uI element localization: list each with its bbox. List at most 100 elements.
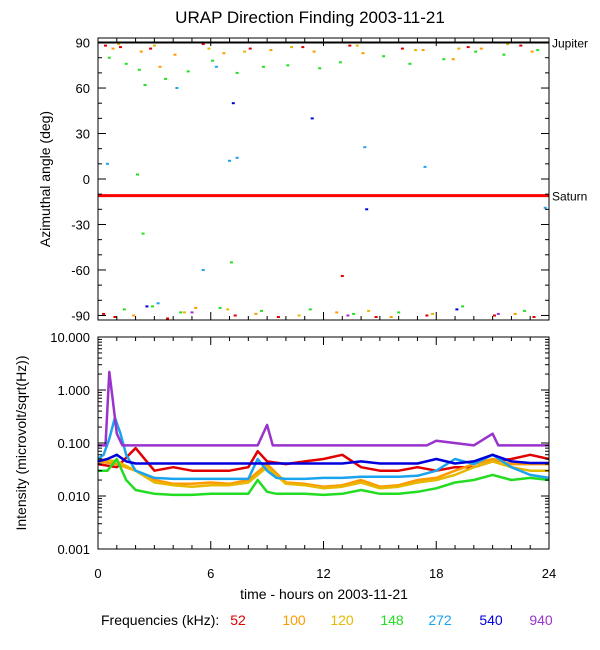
azimuth-point-940 xyxy=(346,314,350,317)
azimuth-point-148 xyxy=(318,67,322,70)
azimuth-point-272 xyxy=(201,269,205,271)
intensity-line-540 xyxy=(97,453,549,465)
azimuth-point-120 xyxy=(414,49,418,52)
azimuth-point-100 xyxy=(222,52,226,55)
azimuth-tick-label: 0 xyxy=(83,172,90,187)
azimuth-point-148 xyxy=(338,61,342,64)
azimuth-point-52 xyxy=(348,44,352,47)
azimuth-tick-label: -30 xyxy=(71,217,90,232)
intensity-line-940 xyxy=(98,370,549,447)
azimuth-point-52 xyxy=(493,314,496,317)
intensity-frame xyxy=(97,336,550,550)
azimuth-point-540 xyxy=(365,208,369,211)
intensity-lines xyxy=(97,370,550,497)
azimuth-point-272 xyxy=(156,302,160,305)
x-tick-labels: 0 6 12 18 24 xyxy=(94,38,556,581)
azimuth-point-272 xyxy=(214,65,218,68)
azimuth-point-540 xyxy=(310,117,314,120)
legend-frequency-148: 148 xyxy=(380,612,404,628)
azimuth-point-272 xyxy=(235,156,239,159)
azimuth-point-148 xyxy=(124,62,128,65)
azimuth-point-148 xyxy=(164,77,168,80)
azimuth-point-52 xyxy=(149,47,153,50)
azimuth-point-100 xyxy=(312,50,316,53)
azimuth-point-100 xyxy=(173,53,177,56)
azimuth-point-148 xyxy=(107,56,111,59)
intensity-tick-label: 0.100 xyxy=(57,436,90,451)
azimuth-point-148 xyxy=(382,55,386,58)
x-tick-label: 18 xyxy=(429,566,443,581)
legend-frequency-272: 272 xyxy=(428,612,452,628)
azimuth-points xyxy=(102,43,547,320)
x-tick-label: 0 xyxy=(94,566,101,581)
legend-title: Frequencies (kHz): xyxy=(101,612,219,628)
intensity-panel: 10.000 1.000 0.100 0.010 0.001 Intensity (mi… xyxy=(13,330,550,557)
azimuth-point-100 xyxy=(132,314,136,317)
azimuth-tick-label: 60 xyxy=(76,81,90,96)
azimuth-point-52 xyxy=(248,47,252,50)
azimuth-tick-label: -90 xyxy=(71,308,90,323)
azimuth-point-100 xyxy=(111,47,115,50)
azimuth-point-52 xyxy=(201,43,205,46)
azimuth-ylabel: Azimuthal angle (deg) xyxy=(37,111,53,247)
intensity-line-120 xyxy=(97,457,549,490)
azimuth-point-120 xyxy=(117,43,121,46)
azimuth-point-148 xyxy=(136,173,139,176)
azimuth-point-52 xyxy=(102,312,106,315)
azimuth-point-148 xyxy=(211,59,215,62)
azimuth-point-148 xyxy=(502,53,506,56)
azimuth-point-148 xyxy=(137,68,141,71)
azimuth-point-100 xyxy=(530,50,534,53)
reference-label-jupiter: Jupiter xyxy=(552,37,588,51)
azimuth-point-148 xyxy=(260,309,263,312)
azimuth-point-120 xyxy=(506,43,510,46)
intensity-tick-label: 10.000 xyxy=(50,330,90,345)
azimuth-point-100 xyxy=(389,316,393,318)
azimuth-point-100 xyxy=(421,49,425,52)
azimuth-point-52 xyxy=(233,314,237,317)
azimuth-point-148 xyxy=(186,70,190,73)
legend-frequency-120: 120 xyxy=(330,612,354,628)
intensity-ticks: 10.000 1.000 0.100 0.010 0.001 xyxy=(50,330,549,557)
azimuth-point-148 xyxy=(235,71,239,74)
azimuth-point-100 xyxy=(451,58,455,61)
intensity-tick-label: 1.000 xyxy=(57,383,90,398)
legend-frequency-52: 52 xyxy=(230,612,246,628)
azimuth-point-52 xyxy=(119,46,122,49)
frequency-legend: Frequencies (kHz): 52 100 120 148 272 540 940 xyxy=(101,612,553,628)
azimuth-reference-lines: Jupiter Saturn xyxy=(98,37,588,204)
azimuth-point-100 xyxy=(479,47,483,50)
azimuth-point-148 xyxy=(151,305,154,308)
azimuth-point-148 xyxy=(229,261,233,264)
azimuth-point-272 xyxy=(363,146,367,149)
azimuth-point-100 xyxy=(335,311,339,314)
azimuth-point-52 xyxy=(519,44,523,47)
azimuth-point-148 xyxy=(286,64,290,67)
chart-title: URAP Direction Finding 2003-11-21 xyxy=(175,8,445,27)
legend-frequency-940: 940 xyxy=(529,612,553,628)
azimuth-ticks: 90 60 30 0 -30 -60 -90 xyxy=(71,36,549,323)
azimuth-point-940 xyxy=(496,312,500,315)
intensity-ylabel: Intensity (microvolt/sqrt(Hz)) xyxy=(13,355,29,530)
azimuth-frame xyxy=(97,37,550,321)
azimuth-point-52 xyxy=(532,316,536,318)
azimuth-point-148 xyxy=(179,311,183,314)
reference-label-saturn: Saturn xyxy=(552,190,587,204)
azimuth-point-100 xyxy=(194,306,198,309)
azimuth-point-120 xyxy=(297,314,301,317)
x-tick-label: 24 xyxy=(542,566,556,581)
legend-frequency-100: 100 xyxy=(282,612,306,628)
x-tick-label: 12 xyxy=(316,566,330,581)
azimuth-point-52 xyxy=(374,316,378,318)
azimuth-point-148 xyxy=(141,232,145,235)
azimuth-point-148 xyxy=(143,84,147,86)
azimuth-point-52 xyxy=(466,46,470,49)
azimuth-point-52 xyxy=(425,314,429,317)
azimuth-point-148 xyxy=(218,306,222,309)
azimuth-point-540 xyxy=(231,102,235,105)
azimuth-point-52 xyxy=(166,317,169,320)
azimuth-point-148 xyxy=(261,65,265,68)
azimuth-point-148 xyxy=(461,305,465,308)
azimuth-point-120 xyxy=(226,308,230,311)
